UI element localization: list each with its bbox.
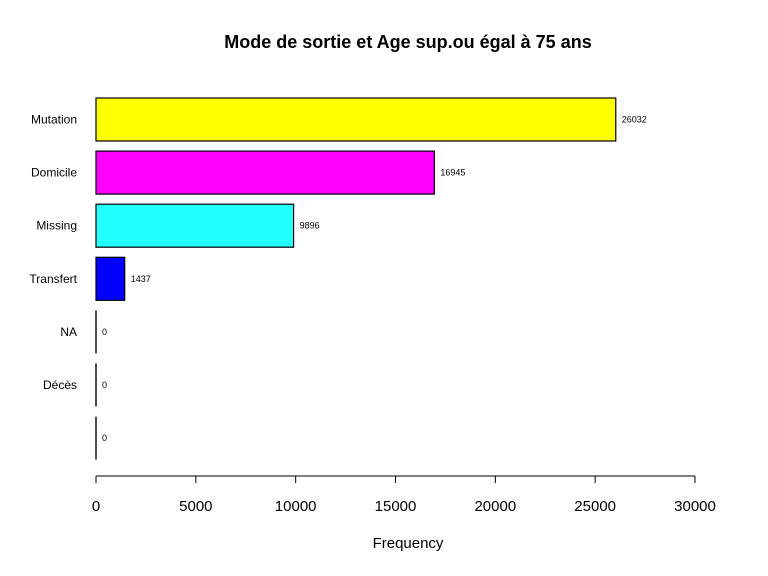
bars-group: Mutation 26032 Domicile 16945 Missing 9896 Tra… <box>29 97 647 460</box>
value-label: 16945 <box>440 168 465 178</box>
value-label: 0 <box>102 380 107 390</box>
value-label: 26032 <box>622 115 647 125</box>
value-label: 0 <box>102 327 107 337</box>
x-tick-label: 30000 <box>674 498 716 515</box>
chart-title: Mode de sortie et Age sup.ou égal à 75 a… <box>224 32 592 52</box>
category-label: Mutation <box>31 113 77 127</box>
x-tick-label: 15000 <box>375 498 417 515</box>
bar-transfert <box>95 256 126 301</box>
value-label: 0 <box>102 433 107 443</box>
category-label: Domicile <box>31 166 77 180</box>
bar-mutation <box>95 97 617 142</box>
category-label: NA <box>60 325 77 339</box>
x-axis: 0 5000 10000 15000 20000 25000 30000 <box>92 475 716 515</box>
value-label: 9896 <box>300 221 320 231</box>
category-label: Missing <box>36 219 77 233</box>
bar-missing <box>95 203 295 248</box>
x-tick-label: 0 <box>92 498 100 515</box>
x-tick-label: 5000 <box>179 498 212 515</box>
category-label: Transfert <box>29 272 77 286</box>
x-tick-label: 20000 <box>474 498 516 515</box>
bar-domicile <box>95 150 435 195</box>
x-tick-label: 25000 <box>574 498 616 515</box>
category-label: Décès <box>43 378 77 392</box>
x-axis-title: Frequency <box>373 535 444 552</box>
x-tick-label: 10000 <box>275 498 317 515</box>
value-label: 1437 <box>131 274 151 284</box>
